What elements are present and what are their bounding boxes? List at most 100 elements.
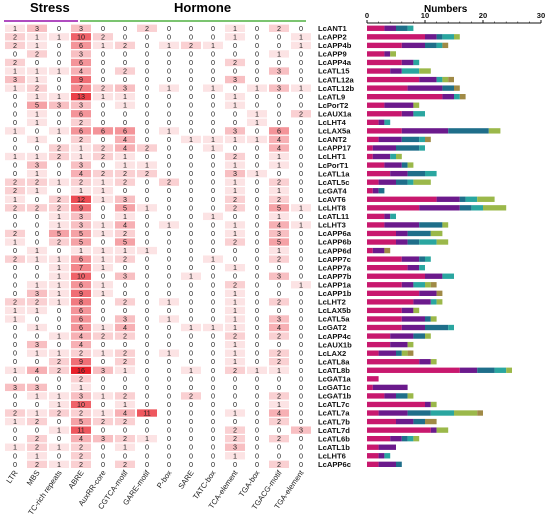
heatmap-cell bbox=[27, 272, 47, 280]
heatmap-cell-value: 2 bbox=[35, 49, 39, 58]
heatmap-cell-value: 0 bbox=[189, 84, 193, 93]
gene-label: LcLAX5a bbox=[318, 127, 351, 136]
heatmap-cell bbox=[291, 33, 311, 41]
bar-segment bbox=[413, 418, 425, 425]
heatmap-cell bbox=[93, 93, 113, 101]
heatmap-cell bbox=[181, 58, 201, 67]
heatmap-cell-value: 3 bbox=[79, 49, 83, 58]
heatmap-cell-value: 0 bbox=[299, 289, 303, 298]
heatmap-cell bbox=[159, 101, 179, 109]
heatmap-cell bbox=[71, 460, 91, 468]
bar-segment bbox=[384, 213, 391, 220]
bar-segment bbox=[413, 282, 425, 288]
heatmap-cell bbox=[49, 358, 69, 366]
heatmap-cell-value: 1 bbox=[57, 460, 61, 469]
heatmap-cell-value: 2 bbox=[123, 255, 127, 264]
heatmap-cell-value: 0 bbox=[211, 195, 215, 204]
heatmap-cell-value: 0 bbox=[255, 323, 259, 332]
heatmap-cell bbox=[71, 110, 91, 118]
heatmap-cell-value: 0 bbox=[167, 109, 171, 118]
heatmap-cell-value: 16 bbox=[77, 366, 85, 375]
bar-segment bbox=[367, 444, 379, 450]
heatmap-cell-value: 0 bbox=[211, 109, 215, 118]
heatmap-cell-value: 5 bbox=[79, 238, 83, 247]
heatmap-cell bbox=[225, 229, 245, 238]
heatmap-cell-value: 0 bbox=[299, 297, 303, 306]
heatmap-cell bbox=[269, 460, 289, 468]
heatmap-cell bbox=[27, 460, 47, 468]
heatmap-cell bbox=[5, 298, 25, 306]
heatmap-cell bbox=[269, 375, 289, 383]
heatmap-cell-value: 0 bbox=[35, 314, 39, 323]
heatmap-cell-value: 0 bbox=[57, 186, 61, 195]
bar-segment bbox=[367, 316, 402, 322]
heatmap-cell bbox=[27, 144, 47, 152]
heatmap-cell-value: 0 bbox=[277, 280, 281, 289]
heatmap-cell-value: 0 bbox=[299, 349, 303, 358]
heatmap-cell bbox=[49, 435, 69, 443]
heatmap-cell bbox=[71, 417, 91, 426]
heatmap-cell bbox=[115, 264, 135, 272]
heatmap-cell bbox=[137, 281, 157, 289]
heatmap-cell bbox=[225, 264, 245, 272]
heatmap-cell bbox=[225, 383, 245, 392]
heatmap-cell bbox=[203, 187, 223, 195]
heatmap-cell-value: 0 bbox=[123, 24, 127, 33]
heatmap-cell bbox=[159, 238, 179, 246]
heatmap-cell-value: 0 bbox=[255, 58, 259, 67]
heatmap-cell bbox=[203, 238, 223, 246]
heatmap-cell bbox=[203, 58, 223, 67]
heatmap-cell-value: 1 bbox=[167, 84, 171, 93]
heatmap-cell-value: 1 bbox=[233, 229, 237, 238]
heatmap-cell bbox=[93, 169, 113, 178]
bar-segment bbox=[367, 418, 396, 425]
heatmap-cell bbox=[137, 135, 157, 144]
heatmap-cell-value: 2 bbox=[13, 178, 17, 187]
heatmap-cell bbox=[115, 409, 135, 417]
heatmap-cell bbox=[93, 84, 113, 92]
bar-segment bbox=[407, 179, 414, 185]
heatmap-cell-value: 0 bbox=[167, 75, 171, 84]
bar-segment bbox=[494, 367, 507, 373]
heatmap-cell bbox=[291, 67, 311, 75]
heatmap-cell bbox=[159, 349, 179, 357]
heatmap-cell bbox=[137, 426, 157, 434]
heatmap-cell bbox=[291, 24, 311, 32]
heatmap-cell bbox=[247, 298, 267, 306]
heatmap-cell-value: 0 bbox=[189, 357, 193, 366]
heatmap-cell bbox=[115, 306, 135, 315]
heatmap-cell-value: 1 bbox=[211, 255, 215, 264]
heatmap-cell-value: 0 bbox=[189, 443, 193, 452]
bar-segment bbox=[407, 162, 414, 168]
bar-segment bbox=[378, 410, 408, 416]
heatmap-cell-value: 0 bbox=[35, 195, 39, 204]
heatmap-cell bbox=[71, 204, 91, 212]
heatmap-cell bbox=[49, 366, 69, 374]
heatmap-cell bbox=[159, 452, 179, 460]
heatmap-cell-value: 0 bbox=[13, 349, 17, 358]
heatmap-cell bbox=[93, 246, 113, 255]
heatmap-cell bbox=[27, 246, 47, 255]
bar-segment bbox=[454, 94, 460, 100]
heatmap-cell-value: 1 bbox=[233, 220, 237, 229]
heatmap-cell bbox=[137, 67, 157, 75]
heatmap-cell bbox=[137, 298, 157, 306]
heatmap-cell bbox=[269, 127, 289, 135]
heatmap-cell-value: 0 bbox=[145, 263, 149, 272]
heatmap-cell-value: 0 bbox=[211, 220, 215, 229]
heatmap-cell-value: 0 bbox=[101, 306, 105, 315]
heatmap-cell-value: 0 bbox=[233, 391, 237, 400]
heatmap-cell-value: 0 bbox=[211, 152, 215, 161]
bar-segment bbox=[454, 34, 460, 40]
heatmap-cell bbox=[137, 264, 157, 272]
heatmap-cell-value: 0 bbox=[167, 280, 171, 289]
bar-segment bbox=[367, 333, 391, 339]
heatmap-cell bbox=[115, 366, 135, 374]
heatmap-cell-value: 0 bbox=[145, 391, 149, 400]
heatmap-cell bbox=[49, 93, 69, 101]
heatmap-cell-value: 0 bbox=[101, 212, 105, 221]
heatmap-cell bbox=[247, 110, 267, 118]
heatmap-cell bbox=[203, 332, 223, 340]
heatmap-cell-value: 1 bbox=[233, 306, 237, 315]
bar-segment bbox=[367, 324, 402, 331]
